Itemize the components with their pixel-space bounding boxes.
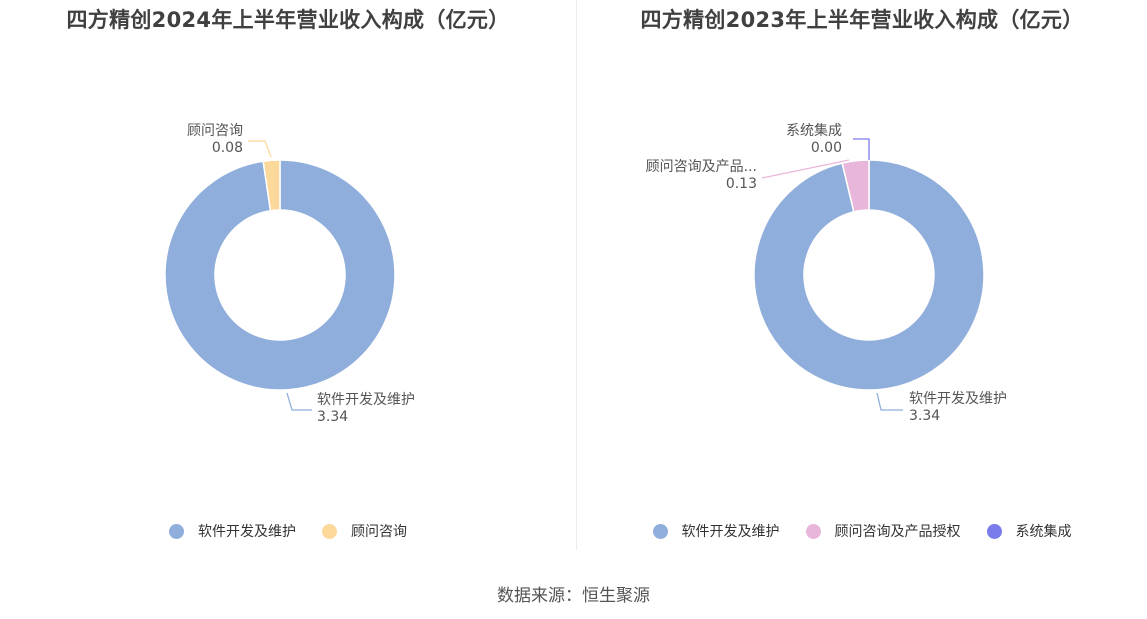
slice-label-1: 软件开发及维护: [909, 391, 1007, 407]
slice-value-2: 0.08: [212, 140, 243, 156]
leader-line-1: [876, 392, 903, 411]
leader-line-2: [248, 140, 272, 158]
legend-item-3[interactable]: 系统集成: [986, 521, 1072, 541]
leader-line-2: [761, 159, 850, 179]
chart-panel-2023: 四方精创2023年上半年营业收入构成（亿元） 软件开发及维护 3.34 顾问咨询及产…: [577, 0, 1147, 550]
legend-label: 系统集成: [1015, 524, 1072, 540]
legend-marker: [652, 523, 668, 539]
leader-line-1: [286, 392, 312, 411]
legend-item-2[interactable]: 顾问咨询: [322, 521, 407, 541]
leader-line-3: [853, 138, 870, 160]
donut-hole: [804, 210, 934, 340]
legend-label: 软件开发及维护: [681, 524, 780, 540]
legend-label: 顾问咨询及产品授权: [834, 524, 961, 540]
chart-title-2024: 四方精创2024年上半年营业收入构成（亿元）: [66, 8, 510, 32]
slice-value-1: 3.34: [909, 408, 940, 424]
donut-hole: [215, 210, 345, 340]
chart-panel-2024: 四方精创2024年上半年营业收入构成（亿元） 软件开发及维护 3.34 顾问咨询 0.…: [0, 0, 576, 550]
slice-label-1: 软件开发及维护: [317, 392, 415, 408]
legend-item-1[interactable]: 软件开发及维护: [169, 521, 296, 541]
legend-label: 软件开发及维护: [198, 524, 296, 540]
slice-label-3: 系统集成: [786, 122, 842, 139]
slice-label-2: 顾问咨询: [187, 123, 243, 139]
legend-item-2[interactable]: 顾问咨询及产品授权: [805, 521, 961, 541]
legend-item-1[interactable]: 软件开发及维护: [652, 521, 780, 541]
legend-label: 顾问咨询: [351, 524, 407, 540]
legend-marker: [805, 523, 821, 539]
chart-title-2023: 四方精创2023年上半年营业收入构成（亿元）: [640, 8, 1084, 32]
data-source: 数据来源：恒生聚源: [497, 586, 650, 606]
slice-label-2: 顾问咨询及产品...: [646, 159, 757, 175]
legend-2024: 软件开发及维护 顾问咨询: [0, 521, 576, 541]
legend-marker: [169, 523, 184, 539]
slice-value-3: 0.00: [811, 140, 842, 156]
legend-marker: [986, 523, 1002, 539]
legend-marker: [322, 523, 337, 539]
legend-2023: 软件开发及维护 顾问咨询及产品授权 系统集成: [577, 521, 1147, 541]
panel-divider: [576, 0, 577, 550]
slice-value-2: 0.13: [726, 176, 757, 192]
slice-value-1: 3.34: [317, 409, 348, 425]
